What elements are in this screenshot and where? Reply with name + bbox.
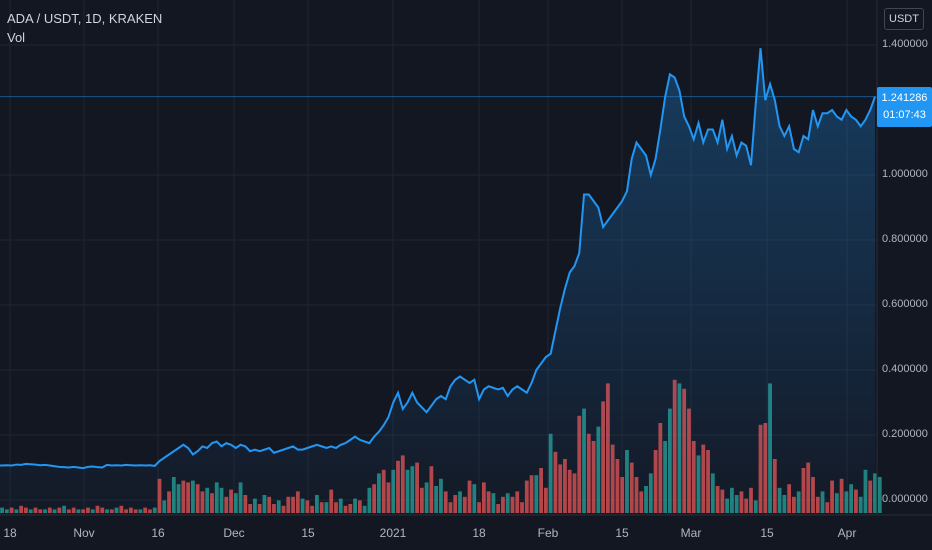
price-area xyxy=(0,48,875,515)
x-tick-label: 16 xyxy=(151,526,165,540)
x-tick-label: Feb xyxy=(537,526,559,540)
x-tick-label: 18 xyxy=(472,526,486,540)
price-line xyxy=(0,48,876,470)
volume-legend[interactable]: Vol xyxy=(7,30,26,45)
bar-countdown: 01:07:43 xyxy=(883,109,926,121)
x-tick-label: Mar xyxy=(680,526,702,540)
x-tick-label: 18 xyxy=(3,526,17,540)
x-tick-label: 15 xyxy=(615,526,629,540)
y-tick-label: 0.800000 xyxy=(882,233,928,245)
x-tick-label: 15 xyxy=(760,526,774,540)
x-tick-label: Nov xyxy=(73,526,95,540)
y-tick-label: 0.400000 xyxy=(882,363,928,375)
legend: ADA / USDT, 1D, KRAKEN Vol xyxy=(7,9,162,47)
y-tick-label: 1.400000 xyxy=(882,38,928,50)
y-tick-label: 0.000000 xyxy=(882,493,928,505)
y-tick-label: 0.600000 xyxy=(882,298,928,310)
currency-unit-button[interactable]: USDT xyxy=(884,8,924,30)
x-tick-label: 15 xyxy=(301,526,315,540)
x-tick-label: Dec xyxy=(223,526,245,540)
last-price-label: 1.241286 01:07:43 xyxy=(877,87,932,127)
symbol-title[interactable]: ADA / USDT, 1D, KRAKEN xyxy=(7,11,163,26)
y-tick-label: 1.000000 xyxy=(882,168,928,180)
volume-bar xyxy=(877,477,882,513)
x-tick-label: 2021 xyxy=(379,526,407,540)
x-tick-label: Apr xyxy=(837,526,857,540)
y-tick-label: 0.200000 xyxy=(882,428,928,440)
last-price-value: 1.241286 xyxy=(881,92,928,104)
